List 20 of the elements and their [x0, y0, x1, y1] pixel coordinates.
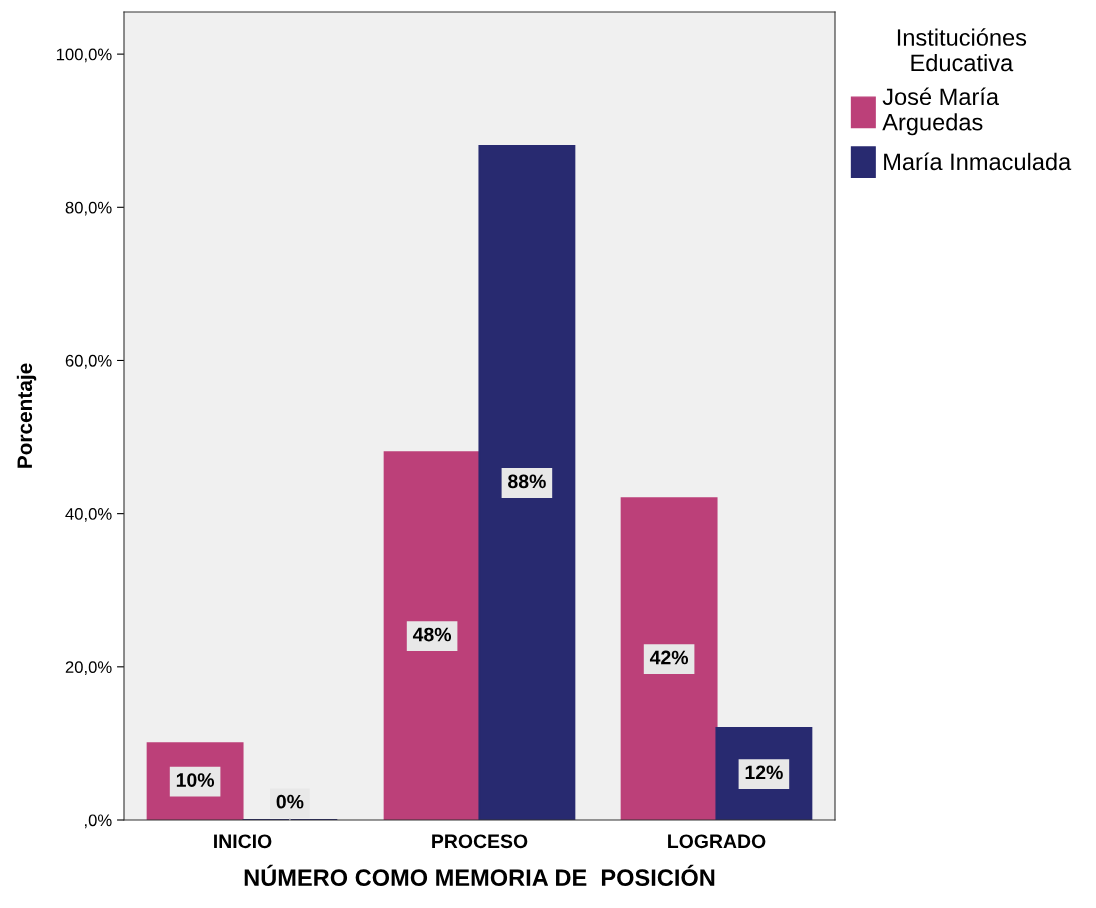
y-tick-label: 80,0%: [65, 201, 112, 216]
y-tick-label: 100,0%: [56, 48, 112, 63]
legend-title: Instituciónes Educativa: [897, 28, 1027, 72]
y-tick-label: 60,0%: [65, 354, 112, 369]
data-label: 48%: [412, 627, 452, 642]
legend-label: José María Arguedas: [882, 87, 1000, 136]
data-label: 88%: [508, 474, 546, 489]
x-tick-label: PROCESO: [432, 834, 528, 849]
x-tick-label: INICIO: [214, 834, 272, 849]
legend-label: María Inmaculada: [884, 152, 1072, 171]
data-label: 12%: [745, 765, 783, 780]
data-label: 0%: [276, 794, 304, 809]
y-axis-title: Porcentaje: [16, 363, 37, 468]
y-tick-label: 40,0%: [65, 508, 112, 522]
y-tick-label: 20,0%: [65, 661, 112, 675]
y-tick-label: ,0%: [84, 814, 112, 829]
data-label: 10%: [176, 773, 215, 787]
x-axis-title: NÚMERO COMO MEMORIA DE POSICIÓN: [244, 864, 715, 887]
data-label: 42%: [649, 650, 689, 665]
x-tick-label: LOGRADO: [668, 834, 766, 849]
